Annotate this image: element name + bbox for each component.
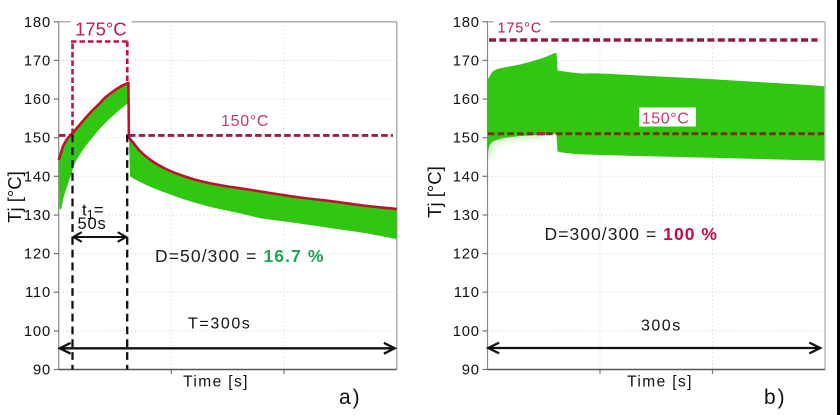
svg-text:170: 170 <box>453 53 480 69</box>
svg-text:160: 160 <box>24 92 51 108</box>
svg-text:100: 100 <box>24 324 51 340</box>
svg-text:110: 110 <box>25 285 51 301</box>
svg-text:90: 90 <box>33 363 51 379</box>
svg-text:Time [s]: Time [s] <box>627 374 693 391</box>
svg-text:140: 140 <box>24 169 51 185</box>
svg-text:150°C: 150°C <box>642 111 690 128</box>
svg-text:Time [s]: Time [s] <box>183 374 249 391</box>
svg-text:130: 130 <box>453 208 480 224</box>
svg-text:Tj [°C]: Tj [°C] <box>4 171 25 223</box>
svg-text:100: 100 <box>453 324 480 340</box>
svg-text:b): b) <box>764 386 787 409</box>
svg-text:120: 120 <box>24 247 51 263</box>
svg-text:180: 180 <box>453 15 480 31</box>
svg-text:150: 150 <box>453 131 480 147</box>
svg-text:160: 160 <box>453 92 480 108</box>
svg-text:150: 150 <box>24 131 51 147</box>
svg-text:300s: 300s <box>641 318 682 335</box>
svg-text:170: 170 <box>24 53 51 69</box>
svg-text:140: 140 <box>453 169 480 185</box>
svg-text:130: 130 <box>24 208 51 224</box>
svg-text:150°C: 150°C <box>221 113 269 130</box>
svg-text:175°C: 175°C <box>498 21 542 37</box>
svg-text:T=300s: T=300s <box>188 316 251 333</box>
svg-text:D=50/300 = 16.7 %: D=50/300 = 16.7 % <box>155 246 325 266</box>
svg-text:90: 90 <box>462 363 480 379</box>
svg-text:D=300/300 = 100 %: D=300/300 = 100 % <box>545 224 719 244</box>
svg-text:120: 120 <box>453 247 480 263</box>
svg-text:110: 110 <box>454 285 480 301</box>
svg-text:175°C: 175°C <box>75 19 127 40</box>
svg-text:Tj [°C]: Tj [°C] <box>424 166 445 218</box>
svg-text:a): a) <box>339 386 362 409</box>
svg-text:50s: 50s <box>78 215 107 233</box>
svg-text:180: 180 <box>24 15 51 31</box>
